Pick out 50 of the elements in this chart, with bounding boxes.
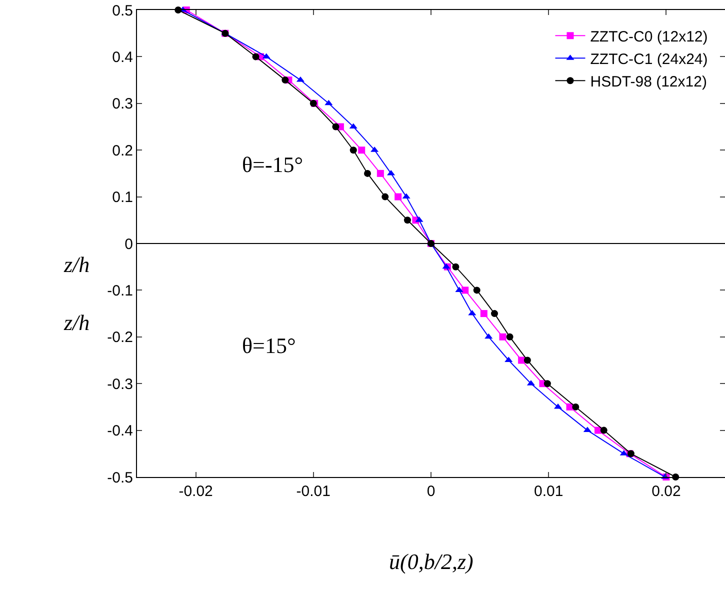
point [473, 286, 480, 294]
point [506, 333, 514, 340]
point [491, 310, 498, 318]
x-axis-title: ū(0,b/2,z) [389, 549, 474, 574]
point [600, 426, 608, 434]
point [282, 76, 289, 84]
y-tick-label: -0.1 [107, 282, 133, 300]
x-tick-label: 0 [426, 483, 436, 500]
point [394, 193, 402, 200]
y-tick-label: -0.4 [107, 422, 133, 440]
legend-label: ZZTC-C1 (24x24) [590, 50, 708, 68]
point [252, 53, 260, 60]
point [524, 356, 531, 364]
y-tick-label: 0.2 [112, 142, 133, 160]
y-axis-title: z/h [63, 252, 90, 277]
annotation: θ=15° [242, 333, 296, 358]
point [382, 193, 389, 200]
point [544, 380, 551, 388]
x-tick-label: 0.02 [652, 483, 681, 500]
annotation: θ=-15° [242, 152, 304, 177]
point [404, 216, 411, 224]
point [402, 193, 410, 199]
point [484, 333, 493, 339]
y-tick-label: 0.3 [112, 96, 133, 113]
y-tick-label: 0.5 [112, 2, 133, 20]
point [583, 426, 592, 432]
y-tick-label: -0.5 [107, 469, 133, 486]
point [324, 100, 333, 106]
y-tick-label: -0.3 [107, 376, 133, 393]
y-tick-label: 0 [124, 236, 133, 253]
legend-label: ZZTC-C0 (12x12) [590, 28, 708, 46]
point [376, 170, 384, 177]
x-tick-label: -0.01 [296, 483, 330, 500]
point [364, 170, 371, 177]
text: z/h [63, 310, 90, 335]
x-tick-label: 0.01 [534, 483, 564, 500]
y-tick-label: 0.4 [112, 48, 133, 66]
point [452, 263, 460, 270]
point [358, 146, 366, 154]
point [480, 310, 488, 318]
point [518, 356, 526, 364]
point [572, 403, 580, 410]
y-tick-label: 0.1 [112, 189, 133, 206]
y-tick-label: -0.2 [107, 329, 133, 346]
point [462, 286, 469, 294]
legend-label: HSDT-98 (12x12) [590, 73, 707, 90]
point [499, 333, 506, 340]
point [332, 123, 340, 130]
x-tick-label: -0.02 [178, 483, 213, 500]
point [350, 146, 357, 154]
